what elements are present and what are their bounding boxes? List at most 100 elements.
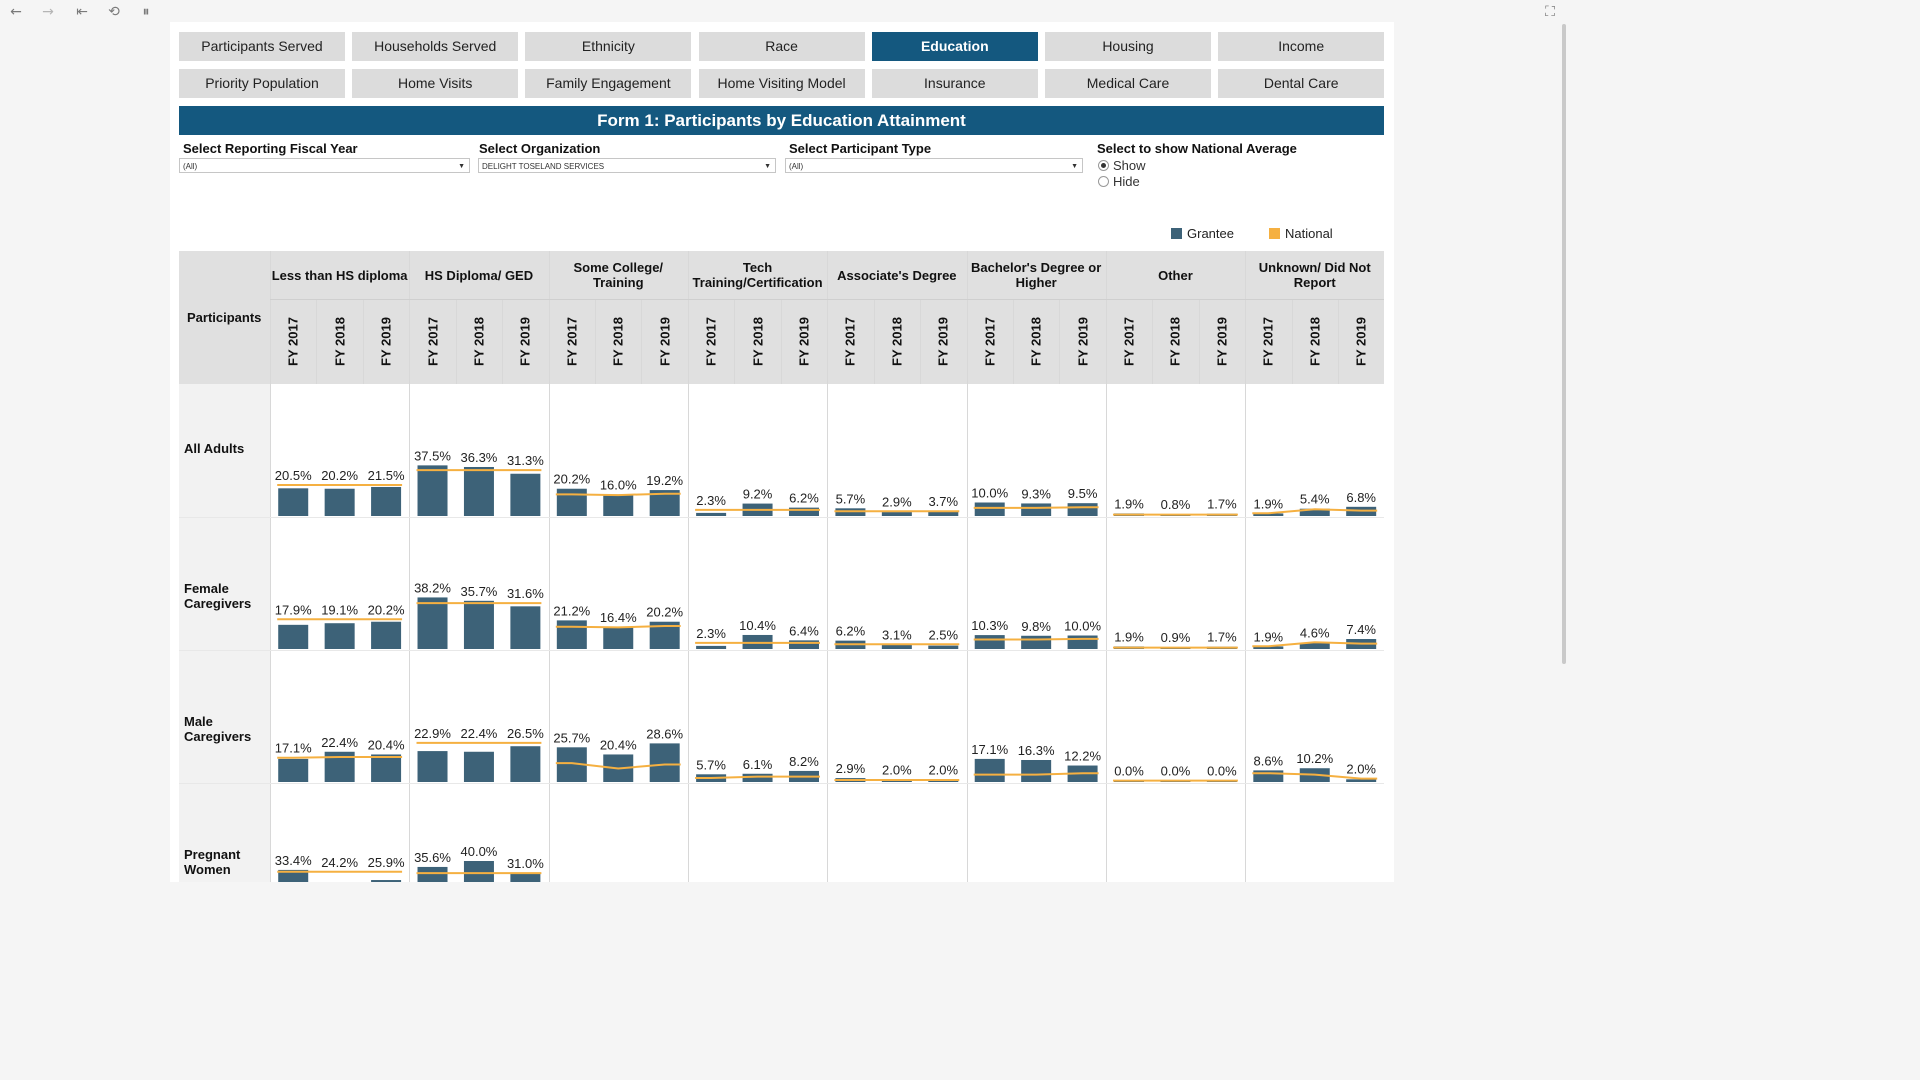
grantee-bar [324, 488, 355, 516]
data-label: 6.4% [789, 623, 819, 638]
data-label: 2.0% [882, 762, 912, 777]
viewer-toolbar: ← → ⇤ ⟲ ⏸ ⛶ [0, 0, 1568, 24]
tab-home-visits[interactable]: Home Visits [352, 69, 519, 98]
data-label: 1.9% [1253, 496, 1283, 511]
tab-income[interactable]: Income [1218, 32, 1385, 61]
tab-households-served[interactable]: Households Served [352, 32, 519, 61]
data-label: 21.2% [553, 603, 590, 618]
grantee-bar [974, 502, 1005, 516]
national-line [555, 625, 681, 629]
arrow-right-icon[interactable]: → [42, 4, 54, 20]
grantee-bar [463, 600, 494, 649]
grantee-bar [510, 746, 541, 782]
fiscal-year-label: FY 2019 [657, 316, 673, 366]
data-label: 20.2% [646, 605, 683, 620]
tab-home-visiting-model[interactable]: Home Visiting Model [698, 69, 865, 98]
tab-race[interactable]: Race [698, 32, 865, 61]
fiscal-year-label: FY 2019 [1075, 316, 1091, 366]
vertical-scrollbar[interactable] [1562, 24, 1566, 664]
tab-education[interactable]: Education [871, 32, 1038, 61]
legend-national-label: National [1285, 226, 1333, 241]
grantee-bar [742, 773, 773, 782]
education-chart-grid: 20.5% 20.2% 21.5% 37.5% 36.3% 31.3% 20.2% 16.0%… [179, 251, 1384, 882]
grantee-bar [417, 465, 448, 516]
data-label: 8.2% [789, 754, 819, 769]
fiscal-year-label: FY 2017 [842, 316, 858, 366]
data-label: 26.5% [507, 726, 544, 741]
participant-type-select[interactable]: (All) ▼ [785, 158, 1083, 173]
fiscal-year-label: FY 2019 [1214, 316, 1230, 366]
data-label: 20.2% [321, 468, 358, 483]
year-divider [1152, 299, 1154, 384]
fiscal-year-label: FY 2017 [285, 316, 301, 366]
radio-show[interactable]: Show [1098, 158, 1146, 173]
grantee-bar [928, 645, 959, 649]
grantee-bar [881, 644, 912, 649]
revert-icon[interactable]: ⟲ [108, 4, 120, 20]
data-label: 7.4% [1346, 622, 1376, 637]
data-label: 36.3% [461, 450, 498, 465]
tab-priority-population[interactable]: Priority Population [179, 69, 345, 98]
category-header: Tech Training/Certification [692, 260, 823, 290]
radio-unselected-icon [1098, 176, 1109, 187]
grantee-bar [463, 751, 494, 782]
data-label: 20.5% [275, 468, 312, 483]
fiscal-year-label: FY 2019 [796, 316, 812, 366]
chart-marks: 20.5% 20.2% 21.5% 37.5% 36.3% 31.3% 20.2% 16.0%… [275, 448, 1378, 882]
tab-dental-care[interactable]: Dental Care [1218, 69, 1385, 98]
grantee-bar [1253, 770, 1284, 782]
skip-to-start-icon[interactable]: ⇤ [76, 4, 88, 20]
data-label: 33.4% [275, 853, 312, 868]
data-label: 28.6% [646, 726, 683, 741]
tab-ethnicity[interactable]: Ethnicity [525, 32, 692, 61]
grantee-bar [1021, 635, 1052, 649]
data-label: 20.4% [600, 737, 637, 752]
grantee-bar [1067, 635, 1098, 649]
chevron-down-icon: ▼ [764, 163, 771, 170]
data-label: 31.3% [507, 453, 544, 468]
pause-updates-icon[interactable]: ⏸ [142, 4, 150, 20]
data-label: 22.9% [414, 726, 451, 741]
radio-hide[interactable]: Hide [1098, 174, 1140, 189]
national-line [1252, 772, 1378, 780]
grantee-bar [788, 507, 819, 516]
fiscal-year-select[interactable]: (All) ▼ [179, 158, 470, 173]
data-label: 16.0% [600, 477, 637, 492]
data-label: 2.3% [696, 626, 726, 641]
fiscal-year-label: FY 2018 [332, 316, 348, 366]
tab-insurance[interactable]: Insurance [871, 69, 1038, 98]
data-label: 2.9% [836, 761, 866, 776]
tab-medical-care[interactable]: Medical Care [1045, 69, 1211, 98]
data-label: 24.2% [321, 855, 358, 870]
year-divider [734, 299, 736, 384]
data-label: 1.9% [1114, 496, 1144, 511]
organization-select[interactable]: DELIGHT TOSELAND SERVICES ▼ [478, 158, 776, 173]
grantee-bar [603, 626, 634, 649]
data-label: 6.1% [743, 757, 773, 772]
year-divider [1291, 299, 1293, 384]
data-label: 6.2% [836, 624, 866, 639]
year-divider [920, 299, 922, 384]
grantee-bar [1067, 503, 1098, 516]
grantee-bar [324, 623, 355, 649]
data-label: 19.1% [321, 602, 358, 617]
data-label: 2.0% [928, 762, 958, 777]
data-label: 10.0% [971, 486, 1008, 501]
tab-participants-served[interactable]: Participants Served [179, 32, 345, 61]
data-label: 16.4% [600, 610, 637, 625]
tab-family-engagement[interactable]: Family Engagement [525, 69, 692, 98]
category-header: Bachelor's Degree or Higher [971, 260, 1102, 290]
data-label: 17.1% [275, 741, 312, 756]
fullscreen-icon[interactable]: ⛶ [1545, 4, 1555, 20]
national-line [973, 772, 1099, 776]
tab-housing[interactable]: Housing [1045, 32, 1211, 61]
grantee-bar [974, 635, 1005, 649]
fiscal-year-label: FY 2018 [1028, 316, 1044, 366]
fiscal-year-label: FY 2017 [703, 316, 719, 366]
fiscal-year-label: FY 2018 [750, 316, 766, 366]
national-line [1252, 508, 1378, 515]
row-divider [179, 783, 1384, 784]
category-header: Associate's Degree [837, 267, 957, 283]
row-label-column [179, 384, 270, 882]
arrow-left-icon[interactable]: ← [10, 4, 22, 20]
